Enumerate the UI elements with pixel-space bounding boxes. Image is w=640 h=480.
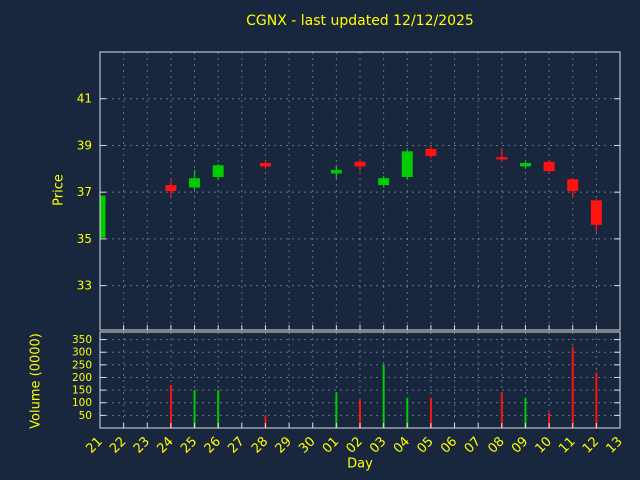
svg-text:200: 200 <box>72 372 92 384</box>
chart-title: CGNX - last updated 12/12/2025 <box>246 13 474 29</box>
svg-text:03: 03 <box>367 434 389 456</box>
svg-text:100: 100 <box>72 397 92 409</box>
svg-text:22: 22 <box>107 434 129 456</box>
svg-text:28: 28 <box>249 434 271 456</box>
svg-text:23: 23 <box>131 434 153 456</box>
svg-text:24: 24 <box>154 434 176 456</box>
svg-text:11: 11 <box>556 434 578 456</box>
svg-text:10: 10 <box>533 434 555 456</box>
svg-text:29: 29 <box>273 434 295 456</box>
svg-text:09: 09 <box>509 434 531 456</box>
svg-text:26: 26 <box>202 434 224 456</box>
svg-text:300: 300 <box>72 347 92 359</box>
svg-text:21: 21 <box>84 434 106 456</box>
svg-text:37: 37 <box>77 185 92 199</box>
svg-text:30: 30 <box>296 434 318 456</box>
svg-text:12: 12 <box>580 434 602 456</box>
svg-text:02: 02 <box>344 434 366 456</box>
svg-text:39: 39 <box>77 138 92 152</box>
svg-text:35: 35 <box>77 232 92 246</box>
price-candles <box>100 145 602 239</box>
panel-frames <box>99 51 621 429</box>
x-axis-label: Day <box>347 456 373 472</box>
svg-text:41: 41 <box>77 92 92 106</box>
svg-text:25: 25 <box>178 434 200 456</box>
svg-text:27: 27 <box>225 434 247 456</box>
grid-lines <box>99 52 621 428</box>
svg-text:06: 06 <box>438 434 460 456</box>
volume-bars <box>169 347 598 428</box>
svg-text:01: 01 <box>320 434 342 456</box>
svg-text:33: 33 <box>77 279 92 293</box>
svg-text:350: 350 <box>72 334 92 346</box>
svg-text:150: 150 <box>72 385 92 397</box>
svg-text:04: 04 <box>391 434 413 456</box>
svg-text:50: 50 <box>79 410 92 422</box>
svg-text:05: 05 <box>414 434 436 456</box>
svg-text:250: 250 <box>72 359 92 371</box>
svg-text:07: 07 <box>462 434 484 456</box>
svg-text:13: 13 <box>604 434 626 456</box>
svg-text:08: 08 <box>485 434 507 456</box>
